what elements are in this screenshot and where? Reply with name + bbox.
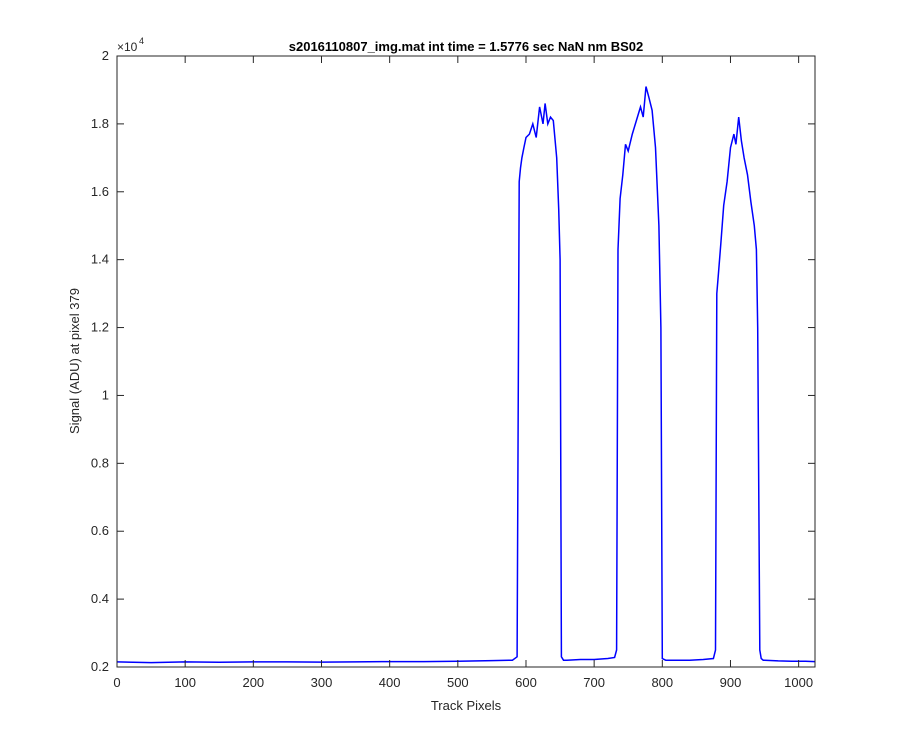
x-tick-label: 700 [583,675,605,690]
y-tick-label: 1.8 [91,116,109,131]
y-tick-label: 1.6 [91,184,109,199]
y-tick-label: 1.4 [91,252,109,267]
y-tick-label: 0.4 [91,591,109,606]
x-axis-label: Track Pixels [431,698,502,713]
x-tick-label: 100 [174,675,196,690]
x-axis-ticks: 0 100 200 300 400 500 600 700 800 900 1000 [113,56,813,690]
x-tick-label: 500 [447,675,469,690]
plot-area [117,56,815,667]
x-tick-label: 900 [720,675,742,690]
plot-frame [116,55,816,668]
y-axis-exponent: ×10 4 [117,36,144,54]
y-axis-label: Signal (ADU) at pixel 379 [67,288,82,434]
y-tick-label: 0.2 [91,659,109,674]
x-tick-label: 1000 [784,675,813,690]
svg-text:×10: ×10 [117,40,138,54]
svg-text:4: 4 [139,36,144,46]
y-tick-label: 2 [102,48,109,63]
y-tick-label: 0.6 [91,523,109,538]
x-tick-label: 200 [242,675,264,690]
x-tick-label: 600 [515,675,537,690]
x-tick-label: 800 [651,675,673,690]
y-tick-label: 1 [102,387,109,402]
y-axis-ticks: 0.2 0.4 0.6 0.8 1 1.2 1.4 1.6 1.8 2 [91,48,815,674]
x-tick-label: 400 [379,675,401,690]
y-tick-label: 1.2 [91,320,109,335]
y-tick-label: 0.8 [91,455,109,470]
x-tick-label: 0 [113,675,120,690]
signal-series-line [116,86,816,664]
x-tick-label: 300 [311,675,333,690]
chart-title: s2016110807_img.mat int time = 1.5776 se… [289,39,643,54]
